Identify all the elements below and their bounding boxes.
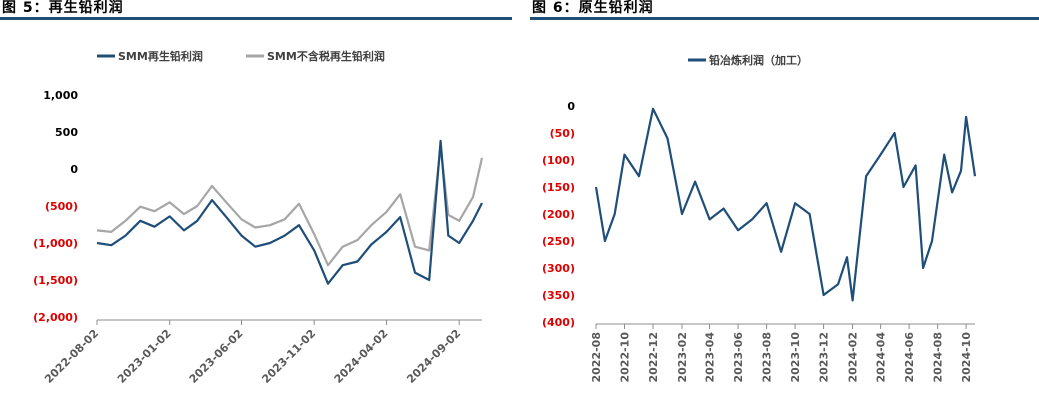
x-tick-label: 2023-08 (761, 332, 774, 383)
legend-label: 铅冶炼利润（加工） (709, 53, 808, 67)
x-tick-label: 2022-08 (590, 332, 603, 383)
x-tick-label: 2024-06 (903, 332, 916, 383)
x-tick-label: 2024-04 (875, 332, 888, 383)
x-tick-label: 2023-06 (732, 332, 745, 383)
y-tick-label: (250) (542, 235, 575, 248)
y-tick-label: (200) (542, 208, 575, 221)
y-tick-label: 1,000 (43, 89, 78, 102)
series-line (96, 145, 484, 267)
y-tick-label: 500 (55, 126, 78, 139)
y-tick-label: 0 (70, 163, 78, 176)
y-tick-label: (400) (542, 316, 575, 329)
y-tick-label: (1,000) (33, 237, 78, 250)
figure-6-divider (530, 17, 1039, 20)
legend-label: SMM再生铅利润 (118, 49, 203, 63)
x-tick-label: 2024-08 (932, 332, 945, 383)
y-tick-label: (50) (550, 127, 575, 140)
figure-5-divider (0, 17, 512, 20)
y-tick-label: (300) (542, 262, 575, 275)
series-line (96, 139, 483, 285)
x-tick-label: 2023-02 (676, 332, 689, 383)
y-tick-label: (100) (542, 154, 575, 167)
y-tick-label: (2,000) (33, 311, 78, 324)
figure-5-title: 图 5：再生铅利润 (2, 0, 124, 16)
y-tick-label: (1,500) (33, 274, 78, 287)
recycled-lead-profit-chart: SMM再生铅利润 SMM不含税再生铅利润 1,000 500 0 (500) (1,000)… (33, 49, 484, 386)
y-tick-label: (350) (542, 289, 575, 302)
x-tick-label: 2023-12 (818, 332, 831, 383)
x-tick-label: 2024-02 (847, 332, 860, 383)
x-tick-label: 2023-04 (704, 332, 717, 383)
x-tick-label: 2022-12 (647, 332, 660, 383)
legend-label: SMM不含税再生铅利润 (267, 49, 385, 63)
y-tick-label: (500) (45, 200, 78, 213)
y-tick-label: (150) (542, 181, 575, 194)
y-tick-label: 0 (567, 100, 575, 113)
series-line (594, 107, 977, 302)
x-tick-label: 2023-10 (789, 332, 802, 383)
figure-6-title: 图 6：原生铅利润 (532, 0, 654, 16)
x-tick-label: 2022-10 (619, 332, 632, 383)
x-tick-label: 2024-10 (960, 332, 973, 383)
